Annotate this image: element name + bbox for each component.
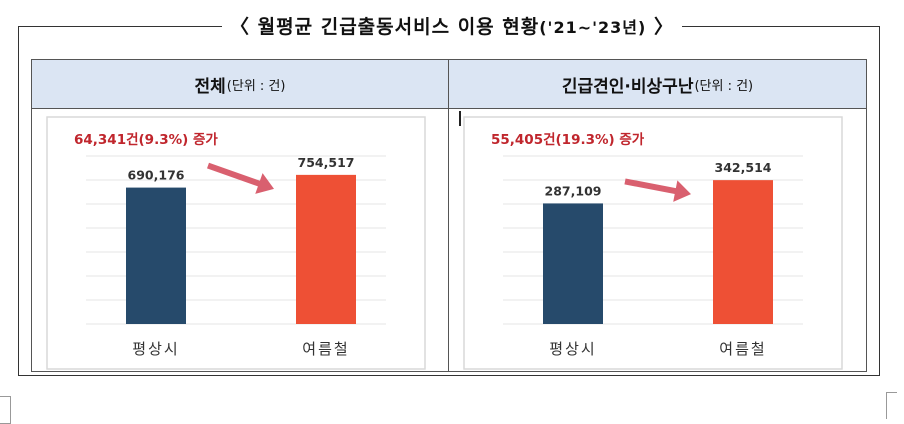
panel-unit: (단위 : 건) [694,78,754,94]
panel-heading: 전체 [194,76,226,97]
category-label: 평상시 [549,340,596,358]
data-label: 342,514 [715,160,772,175]
page-title: 〈 월평균 긴급출동서비스 이용 현황('21~'23년) 〉 [222,12,682,39]
bar-ordinary [126,187,186,324]
panel-total: 전체 (단위 : 건) 690,176 평상시 754,517 여름철 64,341건(… [31,59,449,372]
increase-annotation: 64,341건(9.3%) 증가 [74,131,218,148]
panel-unit: (단위 : 건) [226,78,286,94]
panel-towing-rescue: 긴급견인·비상구난 (단위 : 건) 287,109 평상시 342,514 여름철 5… [449,59,867,372]
page-corner-left [0,396,11,424]
title-main: 〈 월평균 긴급출동서비스 이용 현황 [230,16,540,38]
trend-arrow-shape [207,162,275,194]
panel-header-towing: 긴급견인·비상구난 (단위 : 건) [449,60,866,109]
bar-ordinary [543,203,603,324]
data-label: 754,517 [298,155,355,170]
text-cursor [459,111,461,126]
increase-annotation: 55,405건(19.3%) 증가 [491,131,645,148]
trend-arrow-shape [624,178,692,202]
category-label: 여름철 [302,340,349,358]
page-corner-right [886,392,897,419]
title-period: ('21~'23년) [539,18,647,37]
bar-summer [713,180,773,324]
data-label: 287,109 [545,183,602,198]
title-close: 〉 [646,16,674,38]
panel-heading: 긴급견인·비상구난 [561,76,694,97]
panel-header-total: 전체 (단위 : 건) [32,60,448,109]
data-label: 690,176 [128,168,185,183]
trend-arrow [624,178,692,202]
trend-arrow [207,162,275,194]
category-label: 여름철 [719,340,766,358]
bar-chart-total: 690,176 평상시 754,517 여름철 64,341건(9.3%) 증가 [46,116,426,370]
chart-frame [46,116,426,370]
title-wrap: 〈 월평균 긴급출동서비스 이용 현황('21~'23년) 〉 [0,12,904,39]
bar-summer [296,174,356,324]
chart-frame [463,116,843,370]
category-label: 평상시 [132,340,179,358]
bar-chart-towing: 287,109 평상시 342,514 여름철 55,405건(19.3%) 증가 [463,116,843,370]
